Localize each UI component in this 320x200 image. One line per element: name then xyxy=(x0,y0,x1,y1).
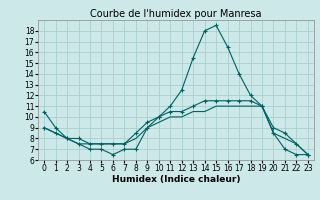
Title: Courbe de l'humidex pour Manresa: Courbe de l'humidex pour Manresa xyxy=(90,9,262,19)
X-axis label: Humidex (Indice chaleur): Humidex (Indice chaleur) xyxy=(112,175,240,184)
